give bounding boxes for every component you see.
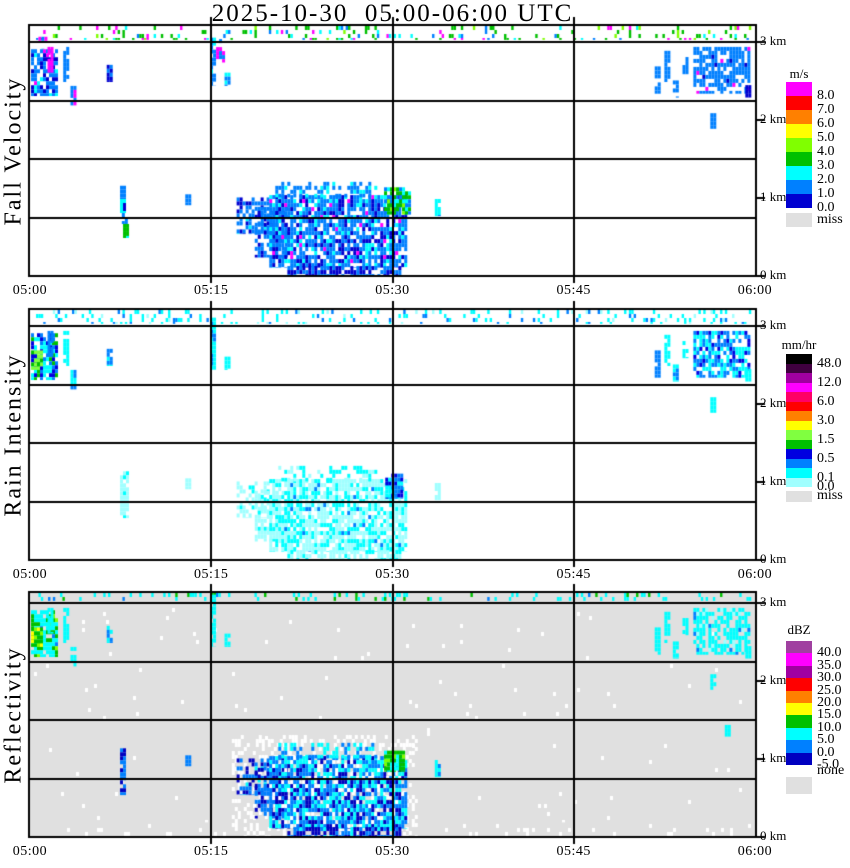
figure-title: 2025-10-30 05:00-06:00 UTC	[211, 0, 574, 27]
